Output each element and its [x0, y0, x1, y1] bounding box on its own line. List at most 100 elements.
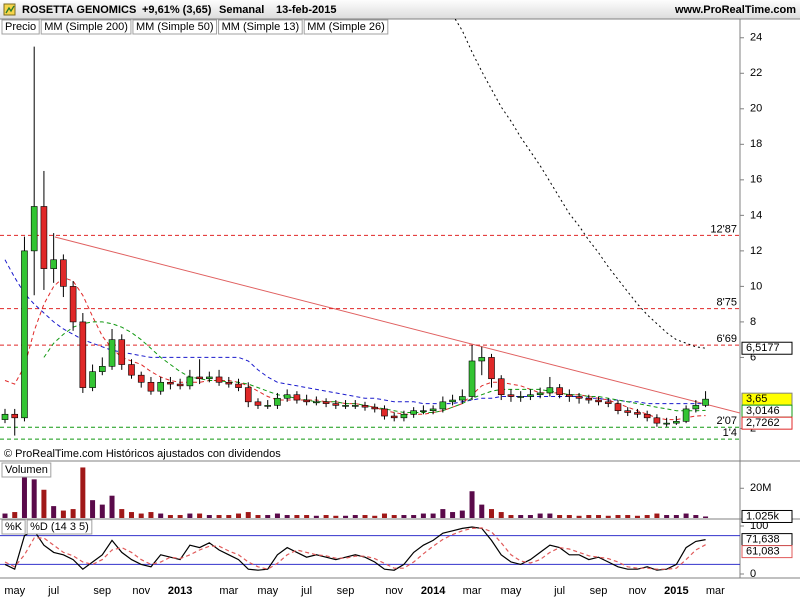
volume-bar: [673, 515, 679, 518]
candle-body: [215, 376, 223, 383]
legend-item: %K: [1, 519, 26, 535]
x-tick-label: may: [4, 585, 25, 597]
volume-bar: [381, 513, 387, 518]
volume-bar: [362, 515, 368, 518]
trendline: [54, 236, 740, 414]
volume-bar: [644, 515, 650, 518]
candle-body: [69, 286, 77, 323]
volume-bar: [90, 500, 96, 518]
candle-body: [303, 399, 310, 403]
volume-bar: [401, 515, 407, 518]
volume-bar: [41, 489, 47, 518]
volume-bar: [440, 509, 446, 518]
legend-item: MM (Simple 200): [40, 19, 132, 35]
volume-bar: [99, 504, 105, 518]
candle-body: [517, 396, 524, 398]
legend-item: MM (Simple 50): [132, 19, 218, 35]
volume-bar: [284, 515, 290, 518]
value-label: 3,0146: [746, 405, 780, 417]
candle-body: [147, 381, 155, 392]
candle-body: [566, 394, 573, 397]
candle-body: [390, 415, 398, 419]
value-label: 2,7262: [746, 417, 780, 429]
value-label-box: [741, 416, 793, 430]
candle-body: [60, 259, 67, 287]
volume-bar: [557, 515, 563, 518]
candle-body: [313, 401, 320, 404]
candle-body: [176, 383, 184, 387]
moving-average: [454, 19, 706, 349]
volume-bar: [70, 509, 76, 518]
volume-bar: [265, 515, 271, 518]
y-tick-label: 16: [750, 174, 762, 186]
volume-bar: [12, 512, 18, 518]
x-tick-label: sep: [93, 585, 111, 597]
candle-body: [361, 405, 369, 408]
legend-text: Precio: [5, 21, 36, 33]
volume-bar: [498, 512, 504, 518]
candle-body: [283, 394, 291, 399]
candle-body: [11, 413, 19, 419]
candle-body: [556, 387, 563, 396]
candle-body: [196, 376, 203, 380]
candle-body: [225, 381, 233, 385]
volume-bar: [31, 479, 37, 518]
volume-bar: [459, 510, 465, 518]
volume-bar: [226, 515, 232, 518]
candle-body: [527, 394, 534, 397]
value-label-box: [741, 509, 793, 523]
value-label: 61,083: [746, 546, 780, 558]
volume-bar: [119, 509, 125, 518]
candle-body: [449, 399, 456, 403]
candle-body: [89, 371, 96, 388]
volume-bar: [158, 513, 164, 518]
x-tick-label: jul: [47, 585, 59, 597]
volume-bar: [206, 515, 212, 518]
value-label: 6,5177: [746, 342, 780, 354]
level-label: 1'4: [723, 427, 737, 439]
candle-body: [497, 378, 505, 396]
volume-bar: [420, 513, 426, 518]
volume-bar: [60, 510, 66, 518]
frames: [0, 18, 800, 579]
x-tick-label: 2015: [664, 585, 688, 597]
candle-body: [439, 401, 447, 410]
value-label: 71,638: [746, 534, 780, 546]
y-tick-label: 14: [750, 209, 762, 221]
candle-body: [30, 206, 38, 252]
volume-bar: [2, 513, 8, 518]
level-label: 12'87: [710, 223, 737, 235]
x-tick-label: nov: [132, 585, 150, 597]
y-tick-label: 20: [750, 103, 762, 115]
candle-body: [50, 259, 57, 269]
volume-bar: [80, 467, 86, 518]
value-label: 3,65: [746, 393, 767, 405]
volume-bar: [323, 515, 329, 518]
candle-body: [536, 392, 544, 396]
header-bar: [0, 0, 800, 19]
volume-bar: [586, 515, 592, 518]
legend-text: MM (Simple 50): [136, 21, 214, 33]
candle-body: [322, 401, 330, 404]
volume-bar: [128, 512, 134, 518]
x-tick-label: jul: [553, 585, 565, 597]
candle-body: [653, 417, 661, 424]
x-tick-label: nov: [385, 585, 403, 597]
x-tick-label: may: [257, 585, 278, 597]
x-tick-label: may: [501, 585, 522, 597]
header: ROSETTA GENOMICS +9,61% (3,65) Semanal 1…: [0, 0, 800, 19]
volume-bar: [391, 515, 397, 518]
legend-item: Volumen: [1, 462, 52, 478]
level-label: 8'75: [717, 296, 737, 308]
volume-bar: [177, 515, 183, 518]
candle-body: [274, 397, 281, 406]
candle-body: [673, 421, 680, 424]
legend-text: Volumen: [5, 464, 48, 476]
volume-bar: [489, 509, 494, 518]
header-icon-line: [5, 5, 15, 14]
volume-bar: [566, 515, 572, 518]
x-tick-label: sep: [337, 585, 355, 597]
candle-body: [381, 408, 388, 417]
volume-bar: [333, 515, 339, 518]
